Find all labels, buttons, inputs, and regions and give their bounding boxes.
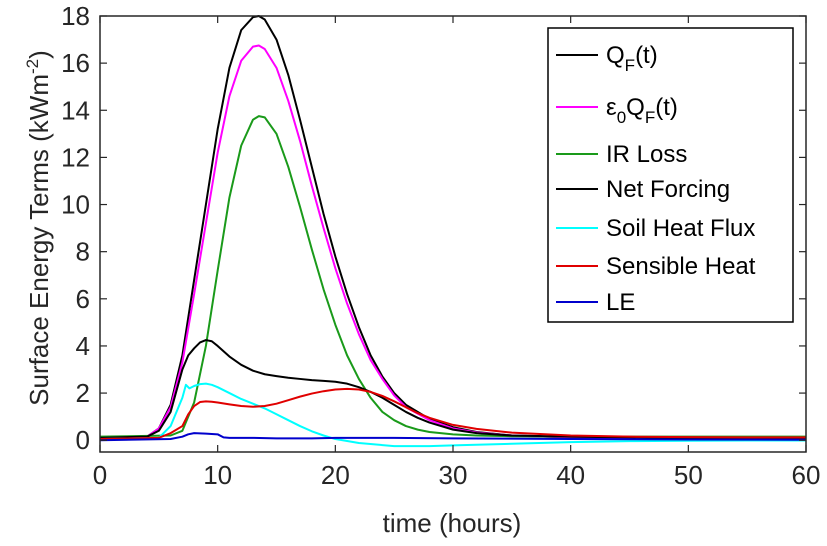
y-tick-label: 14	[61, 95, 90, 125]
legend-entry-soil-heat-flux: Soil Heat Flux	[556, 215, 755, 242]
series-line-net-forcing	[99, 339, 806, 439]
plot-area	[99, 15, 807, 448]
legend-label-qf: QF(t)	[606, 42, 658, 75]
y-axis-title-close: )	[24, 50, 54, 59]
legend-label-soil-heat-flux: Soil Heat Flux	[606, 215, 755, 242]
y-tick-label: 6	[76, 284, 90, 314]
legend-label-sensible-heat: Sensible Heat	[606, 253, 756, 280]
legend-label-net-forcing: Net Forcing	[606, 176, 730, 203]
legend: QF(t) ε0QF(t) IR Loss Net Forcing Soil H…	[547, 27, 794, 323]
y-tick-label: 8	[76, 237, 90, 267]
y-tick-label: 2	[76, 378, 90, 408]
legend-entry-sensible-heat: Sensible Heat	[556, 253, 756, 280]
x-tick-label: 20	[321, 460, 350, 490]
y-axis-title-superscript: -2	[23, 59, 42, 74]
legend-entry-qf: QF(t)	[556, 42, 658, 75]
x-tick-label: 60	[792, 460, 821, 490]
y-tick-label: 12	[61, 142, 90, 172]
legend-entry-net-forcing: Net Forcing	[556, 176, 730, 203]
y-tick-label: 10	[61, 190, 90, 220]
legend-label-le: LE	[606, 289, 635, 316]
legend-entry-le: LE	[556, 289, 635, 316]
x-tick-label: 30	[439, 460, 468, 490]
y-tick-label: 0	[76, 425, 90, 455]
y-tick-label: 4	[76, 331, 90, 361]
legend-label-eps-qf: ε0QF(t)	[606, 94, 678, 127]
x-tick-label: 0	[93, 460, 107, 490]
legend-entry-ir-loss: IR Loss	[556, 141, 687, 168]
series-line-soil-heat-flux	[99, 382, 806, 448]
series-line-sensible-heat	[99, 387, 806, 441]
legend-box	[547, 27, 794, 323]
series-line-le	[99, 432, 807, 442]
x-axis-title: time (hours)	[383, 508, 522, 538]
y-tick-label: 18	[61, 1, 90, 31]
axes: 0 10 20 30 40 50 60 0 2 4 6 8 10 12 14 16 18	[61, 1, 820, 490]
y-tick-label: 16	[61, 48, 90, 78]
series-line-ir-loss	[99, 115, 806, 438]
x-tick-label: 50	[674, 460, 703, 490]
x-tick-label: 40	[556, 460, 585, 490]
y-axis-title: Surface Energy Terms (kWm-2)	[23, 50, 54, 406]
legend-label-ir-loss: IR Loss	[606, 141, 687, 168]
x-tick-label: 10	[203, 460, 232, 490]
legend-entry-eps-qf: ε0QF(t)	[556, 94, 678, 127]
y-axis-title-main: Surface Energy Terms (kWm	[24, 74, 54, 406]
